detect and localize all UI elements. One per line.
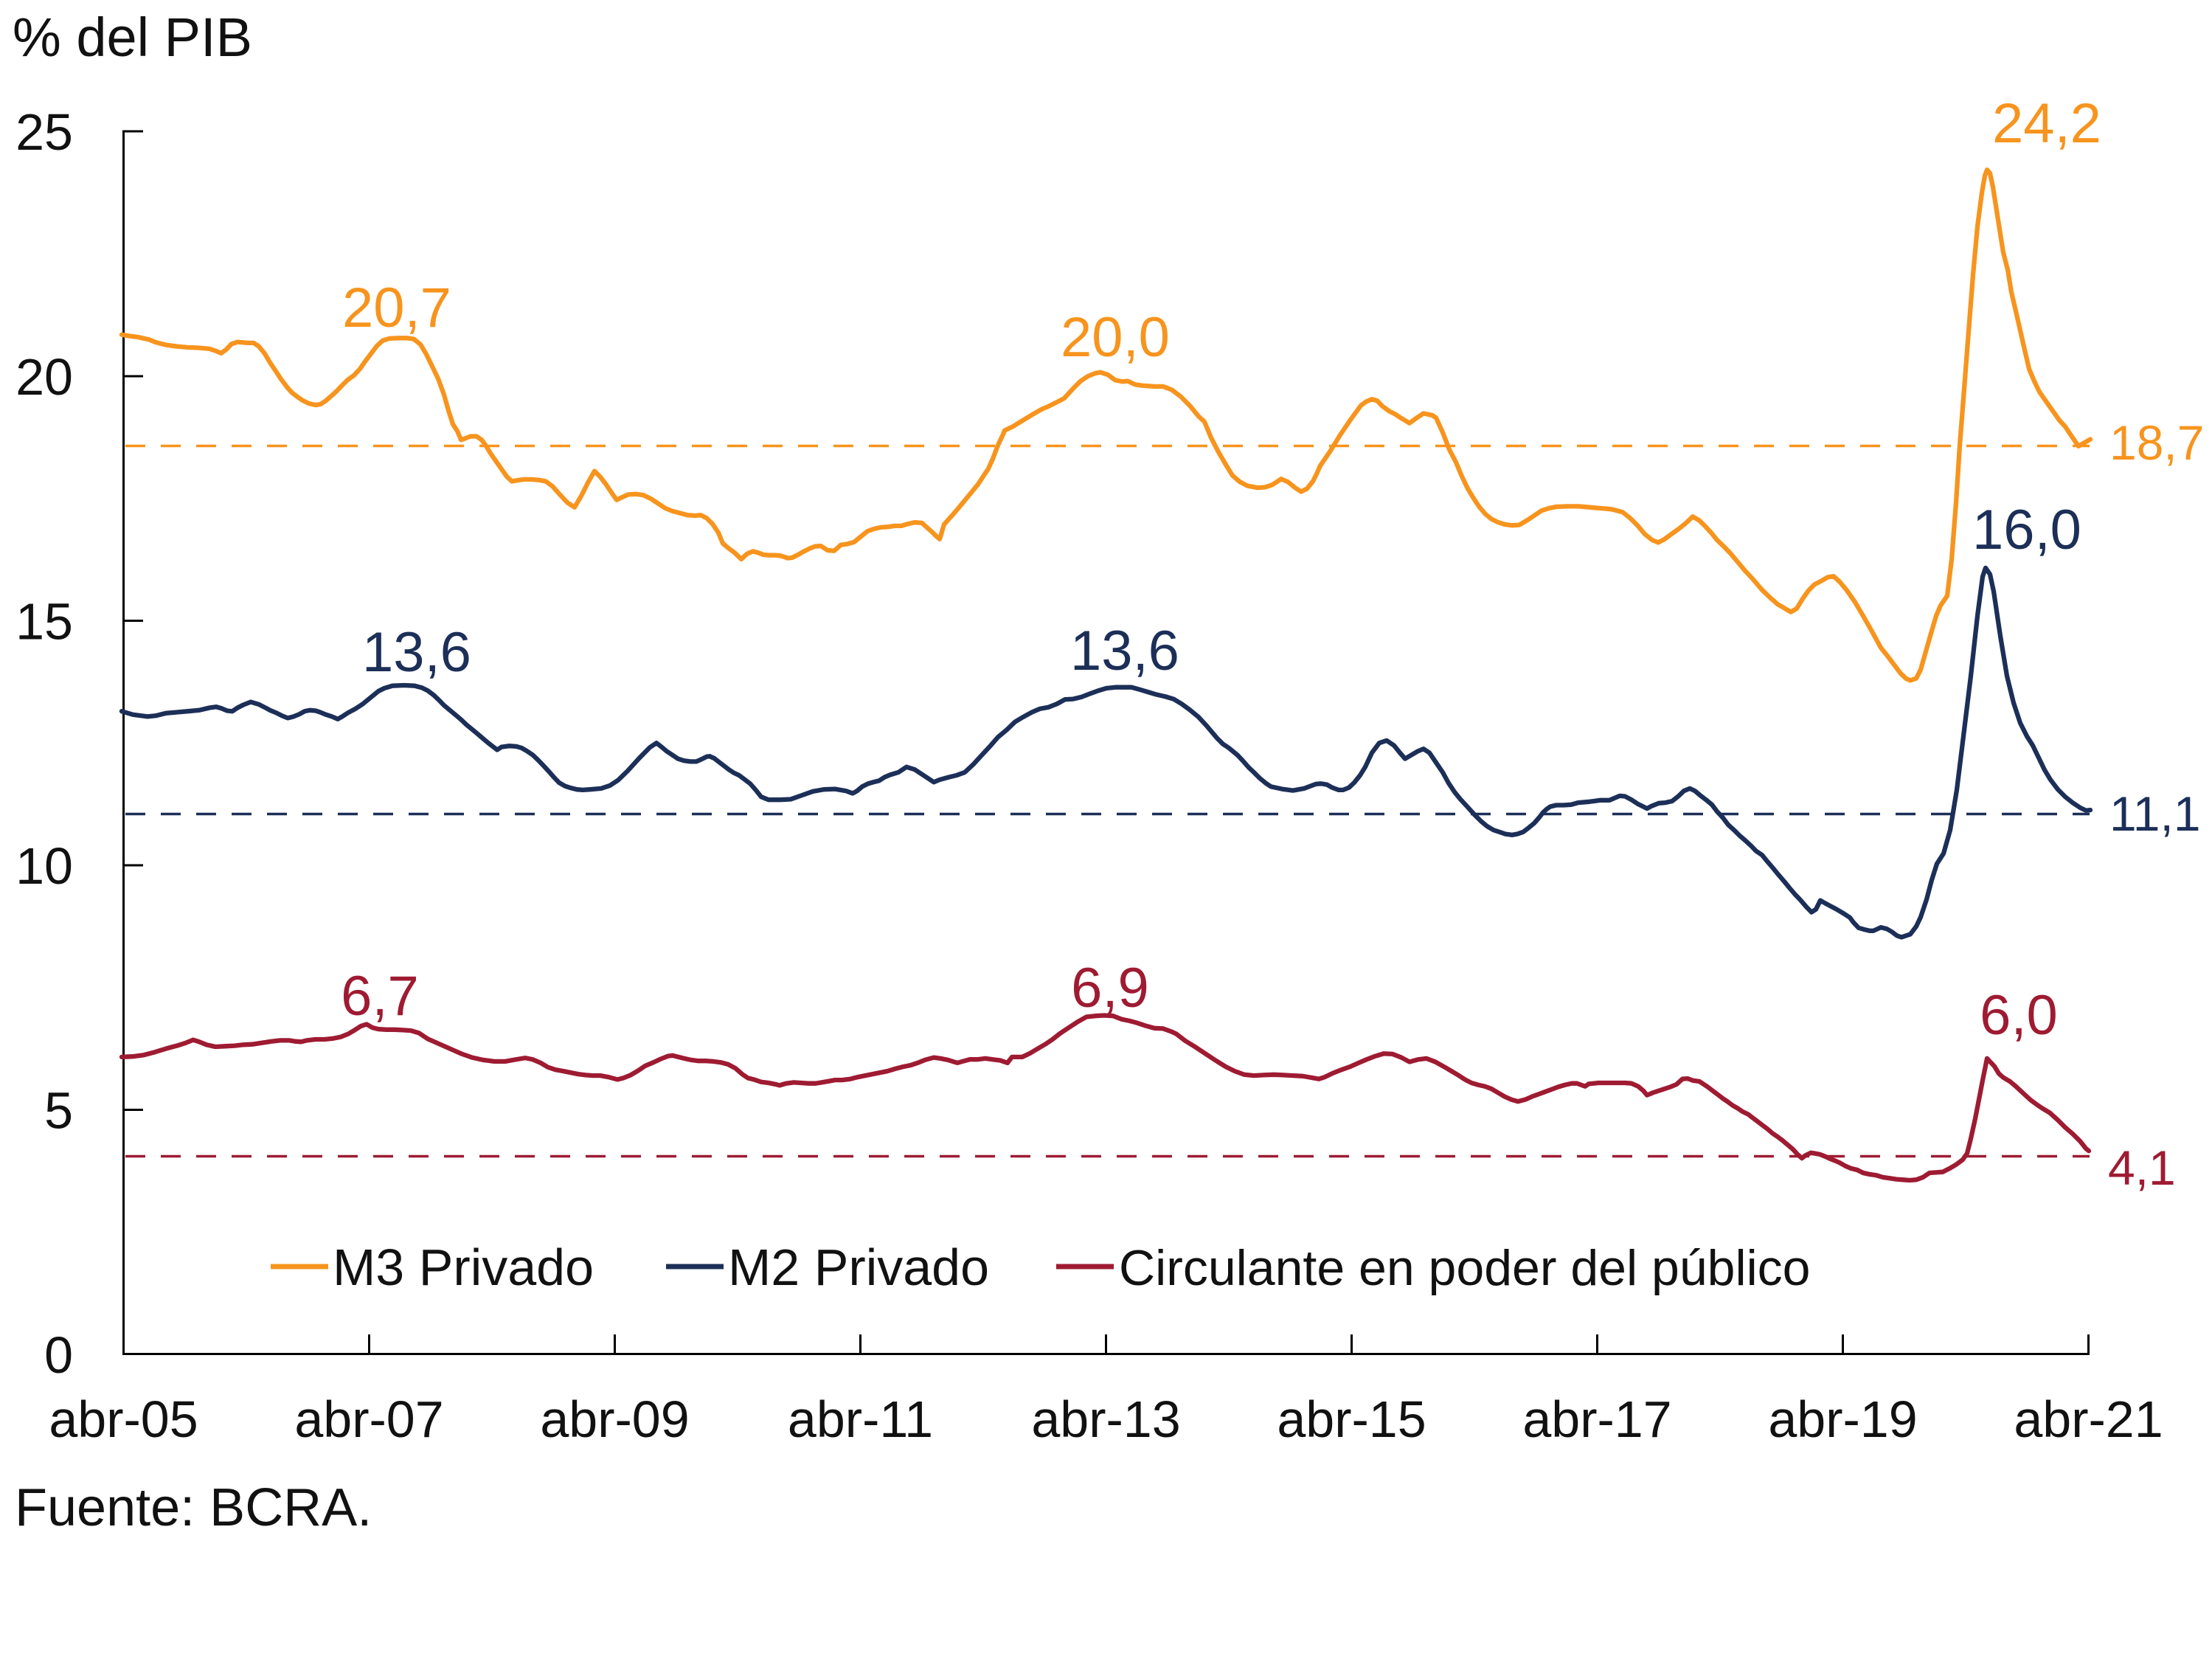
svg-text:13,6: 13,6	[1070, 620, 1179, 682]
svg-text:5: 5	[44, 1082, 73, 1140]
svg-text:10: 10	[15, 837, 73, 895]
svg-text:18,7: 18,7	[2109, 415, 2204, 470]
svg-text:Fuente: BCRA.: Fuente: BCRA.	[15, 1478, 372, 1537]
svg-text:abr-13: abr-13	[1031, 1390, 1180, 1448]
svg-text:25: 25	[15, 103, 73, 161]
svg-text:4,1: 4,1	[2108, 1140, 2176, 1195]
svg-text:16,0: 16,0	[1972, 499, 2081, 561]
svg-text:abr-07: abr-07	[294, 1390, 443, 1448]
svg-text:13,6: 13,6	[362, 621, 471, 684]
svg-text:24,2: 24,2	[1992, 92, 2101, 155]
svg-text:15: 15	[15, 593, 73, 651]
svg-text:abr-19: abr-19	[1768, 1390, 1917, 1448]
svg-text:11,1: 11,1	[2109, 786, 2201, 841]
svg-text:0: 0	[44, 1326, 73, 1384]
svg-text:% del PIB: % del PIB	[13, 7, 252, 68]
svg-text:abr-05: abr-05	[49, 1390, 198, 1448]
svg-text:abr-11: abr-11	[788, 1390, 933, 1448]
svg-text:abr-21: abr-21	[2014, 1390, 2163, 1448]
svg-text:20: 20	[15, 348, 73, 406]
svg-text:6,9: 6,9	[1071, 957, 1149, 1019]
svg-text:abr-09: abr-09	[540, 1390, 689, 1448]
svg-text:6,7: 6,7	[341, 965, 419, 1028]
svg-text:abr-15: abr-15	[1277, 1390, 1426, 1448]
svg-text:M3 Privado: M3 Privado	[333, 1239, 594, 1296]
svg-text:20,7: 20,7	[342, 277, 451, 339]
svg-text:M2 Privado: M2 Privado	[728, 1239, 989, 1296]
svg-text:abr-17: abr-17	[1522, 1390, 1671, 1448]
svg-text:20,0: 20,0	[1061, 306, 1170, 369]
svg-text:Circulante en poder del públic: Circulante en poder del público	[1119, 1240, 1811, 1296]
svg-text:6,0: 6,0	[1980, 984, 2058, 1047]
